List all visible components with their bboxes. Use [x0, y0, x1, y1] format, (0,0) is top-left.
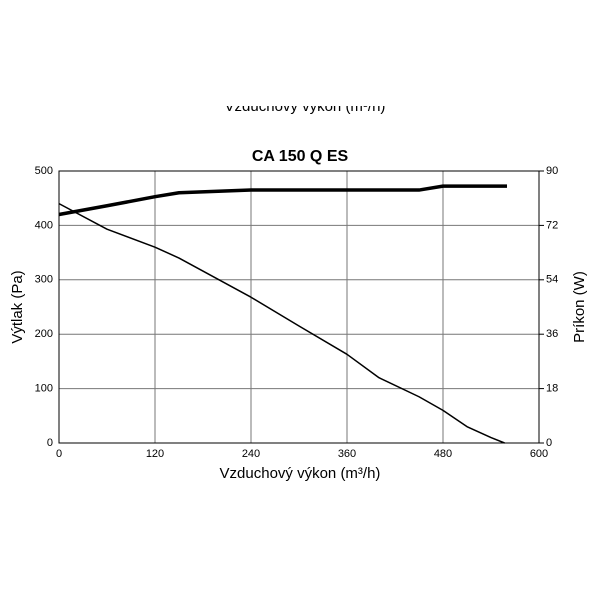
x-tick-label: 120	[146, 448, 164, 460]
x-tick-label: 360	[338, 448, 356, 460]
y2-axis-label: Príkon (W)	[571, 271, 588, 343]
line-series	[58, 184, 507, 217]
y-tick-label: 400	[35, 219, 53, 231]
y2-tick-label: 0	[546, 437, 552, 449]
y-tick-label: 500	[35, 165, 53, 177]
y2-tick-label: 90	[546, 165, 558, 177]
line-series	[58, 202, 505, 444]
chart-title: CA 150 Q ES	[252, 148, 349, 165]
y-tick-label: 100	[35, 383, 53, 395]
x-tick-label: 240	[242, 448, 260, 460]
y2-tick-label: 18	[546, 383, 558, 395]
y2-tick-label: 72	[546, 219, 558, 231]
y-axis-label: Výtlak (Pa)	[9, 270, 26, 343]
x-tick-label: 600	[530, 448, 548, 460]
y-tick-label: 200	[35, 328, 53, 340]
y-tick-label: 0	[47, 437, 53, 449]
y2-tick-label: 54	[546, 274, 558, 286]
x-axis-label: Vzduchový výkon (m³/h)	[220, 465, 381, 482]
x-tick-label: 480	[434, 448, 452, 460]
y-tick-label: 300	[35, 274, 53, 286]
clipped-label: Vzduchový výkon (m³/h)	[225, 98, 386, 115]
y2-tick-label: 36	[546, 328, 558, 340]
x-tick-label: 0	[56, 448, 62, 460]
plot-frame	[58, 170, 540, 444]
